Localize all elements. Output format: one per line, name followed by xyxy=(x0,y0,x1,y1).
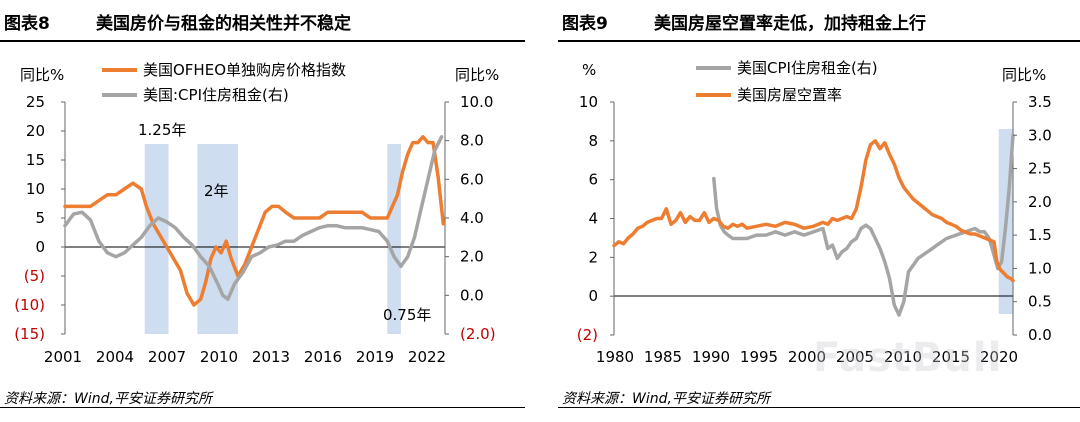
right-y-tick-label: 0.0 xyxy=(460,286,484,304)
watermark: FastBull xyxy=(813,335,1003,381)
legend-label-house-price: 美国OFHEO单独购房价格指数 xyxy=(143,61,346,79)
right-y-tick-label: 3.5 xyxy=(1028,93,1052,111)
right-y-tick-label: 4.0 xyxy=(460,209,484,227)
right-y-tick-label: 10.0 xyxy=(460,93,493,111)
series-line-left-axis xyxy=(612,139,1015,283)
figure-number: 图表9 xyxy=(562,14,608,34)
figure-header: 图表9 美国房屋空置率走低，加持租金上行 xyxy=(558,0,1080,42)
shaded-period xyxy=(197,144,239,334)
x-tick-label: 2005 xyxy=(836,348,874,366)
x-tick-label: 2010 xyxy=(884,348,922,366)
legend: 美国OFHEO单独购房价格指数 美国:CPI住房租金(右) xyxy=(102,61,346,104)
shaded-period xyxy=(144,144,169,334)
source-note: 资料来源：Wind,平安证券研究所 xyxy=(4,391,212,407)
annotation-lag-0-75y: 0.75年 xyxy=(383,306,431,324)
left-y-tick-label: 4 xyxy=(588,210,598,228)
x-tick-label: 2001 xyxy=(44,348,82,366)
line-chart: 10 8 6 4 2 0 (2) 3.5 3.0 2.5 2.0 1.5 1.0 0.5 0.0 1980 19… xyxy=(577,59,1052,366)
left-y-tick-label: (2) xyxy=(577,326,598,344)
x-tick-label: 2007 xyxy=(148,348,186,366)
left-y-tick-label: 20 xyxy=(26,122,45,140)
right-y-tick-label: 8.0 xyxy=(460,132,484,150)
x-tick-label: 2020 xyxy=(980,348,1018,366)
right-y-tick-label: 2.5 xyxy=(1028,160,1052,178)
right-axis-unit: 同比% xyxy=(1002,66,1046,84)
left-axis-unit: 同比% xyxy=(20,66,64,84)
chart-panel-house-price-vs-rent: 图表8 美国房价与租金的相关性并不稳定 25 20 15 10 5 0 (5) (10) (15… xyxy=(0,0,525,422)
x-tick-label: 1985 xyxy=(644,348,682,366)
footer-rule xyxy=(0,407,525,408)
left-y-tick-label: 2 xyxy=(588,248,598,266)
x-tick-label: 2013 xyxy=(252,348,290,366)
figure-header: 图表8 美国房价与租金的相关性并不稳定 xyxy=(0,0,525,42)
right-y-tick-label: 6.0 xyxy=(460,170,484,188)
left-y-tick-label: 8 xyxy=(588,132,598,150)
legend-label-rent: 美国:CPI住房租金(右) xyxy=(143,86,289,104)
right-y-tick-label: 2.0 xyxy=(460,248,484,266)
left-y-tick-label: (5) xyxy=(24,267,45,285)
x-tick-label: 1990 xyxy=(692,348,730,366)
legend-label-rent: 美国CPI住房租金(右) xyxy=(737,59,878,77)
series-line-right-axis xyxy=(63,135,444,301)
series-line-right-axis xyxy=(712,133,1015,317)
x-tick-label: 2019 xyxy=(356,348,394,366)
x-tick-label: 2000 xyxy=(788,348,826,366)
left-y-tick-label: 15 xyxy=(26,151,45,169)
left-y-tick-label: 10 xyxy=(579,93,598,111)
left-y-tick-label: (15) xyxy=(14,325,45,343)
right-y-tick-label: 0.5 xyxy=(1028,293,1052,311)
x-tick-label: 2016 xyxy=(304,348,342,366)
figure-title: 美国房价与租金的相关性并不稳定 xyxy=(96,14,351,34)
left-y-tick-label: 0 xyxy=(588,287,598,305)
series-line-left-axis xyxy=(63,135,446,307)
right-y-tick-label: (2.0) xyxy=(460,325,496,343)
right-y-tick-label: 0.0 xyxy=(1028,326,1052,344)
source-note: 资料来源：Wind,平安证券研究所 xyxy=(562,391,770,407)
x-tick-label: 1980 xyxy=(596,348,634,366)
left-axis-unit: % xyxy=(582,61,596,79)
right-axis-unit: 同比% xyxy=(455,66,499,84)
left-y-tick-label: 25 xyxy=(26,93,45,111)
chart-panel-vacancy-vs-rent: 图表9 美国房屋空置率走低，加持租金上行 10 8 6 4 2 0 (2) 3.5 3.0 2.5… xyxy=(558,0,1080,422)
figure-title: 美国房屋空置率走低，加持租金上行 xyxy=(654,14,926,34)
right-y-tick-label: 3.0 xyxy=(1028,126,1052,144)
x-tick-label: 2004 xyxy=(96,348,134,366)
figure-number: 图表8 xyxy=(4,14,50,34)
left-y-tick-label: 6 xyxy=(588,171,598,189)
left-y-tick-label: (10) xyxy=(14,296,45,314)
right-y-tick-label: 1.0 xyxy=(1028,259,1052,277)
left-y-tick-label: 0 xyxy=(35,238,45,256)
legend: 美国CPI住房租金(右) 美国房屋空置率 xyxy=(696,59,878,104)
right-y-tick-label: 2.0 xyxy=(1028,193,1052,211)
annotation-lag-2y: 2年 xyxy=(204,182,229,200)
legend-label-vacancy: 美国房屋空置率 xyxy=(737,86,842,104)
left-y-tick-label: 10 xyxy=(26,180,45,198)
x-tick-label: 2022 xyxy=(408,348,446,366)
annotation-lag-1-25y: 1.25年 xyxy=(138,121,186,139)
x-tick-label: 2010 xyxy=(200,348,238,366)
line-chart: 25 20 15 10 5 0 (5) (10) (15) 10.0 8.0 6.0 4.0 2.0 0.0… xyxy=(14,61,499,366)
x-tick-label: 1995 xyxy=(740,348,778,366)
footer-rule xyxy=(558,407,1080,408)
left-y-tick-label: 5 xyxy=(35,209,45,227)
x-tick-label: 2015 xyxy=(932,348,970,366)
right-y-tick-label: 1.5 xyxy=(1028,226,1052,244)
